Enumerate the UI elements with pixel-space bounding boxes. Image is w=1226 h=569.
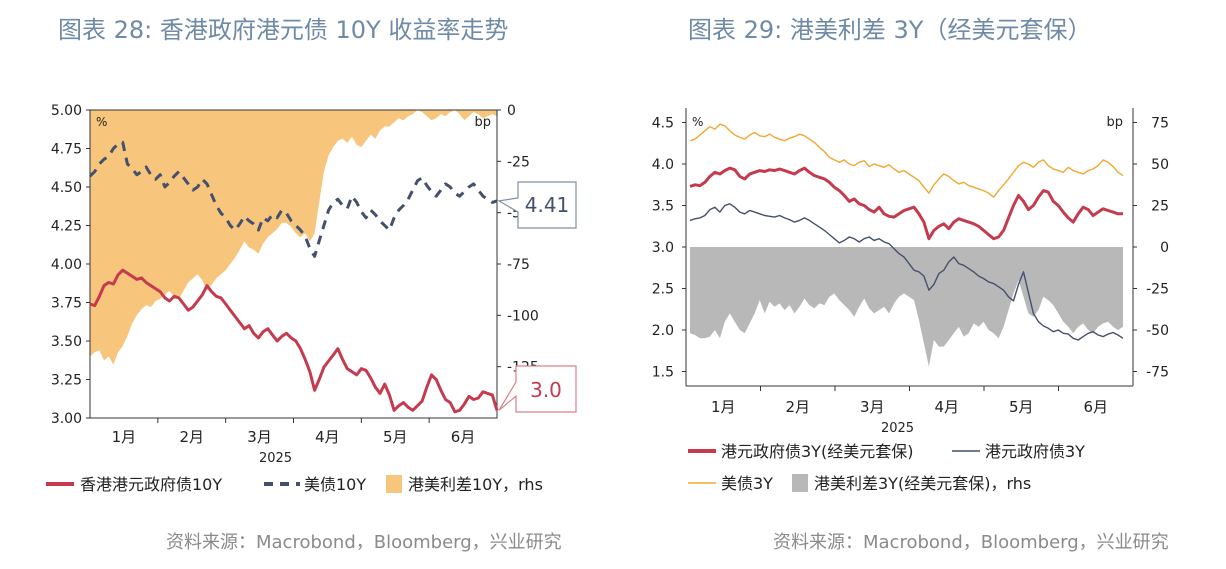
chart-title-right: 图表 29: 港美利差 3Y（经美元套保） — [688, 16, 1092, 44]
legend-label: 香港港元政府债10Y — [80, 475, 222, 494]
y-right-tick-label: -50 — [1146, 323, 1169, 339]
y-left-tick-label: 4.25 — [51, 219, 82, 235]
left-chart-lines — [88, 140, 499, 414]
callout-hk10y-box — [498, 365, 577, 413]
x-tick-label: 2月 — [179, 428, 204, 446]
series-line-1 — [88, 140, 498, 258]
source-note-right: 资料来源：Macrobond，Bloomberg，兴业研究 — [773, 532, 1169, 553]
y-left-tick-label: 3.75 — [51, 296, 82, 312]
y-left-tick-label: 3.00 — [51, 411, 82, 427]
x-tick-label: 4月 — [315, 428, 340, 446]
x-axis-year: 2025 — [259, 451, 292, 466]
y-left-unit: % — [96, 115, 107, 129]
legend-label: 港元政府债3Y — [985, 442, 1085, 461]
y-left-tick-label: 3.5 — [652, 199, 674, 215]
legend-label: 港元政府债3Y(经美元套保) — [721, 442, 913, 461]
y-right-tick-label: 25 — [1151, 199, 1169, 215]
y-left-tick-label: 5.00 — [51, 103, 82, 119]
x-axis-year: 2025 — [881, 421, 914, 436]
left-chart-legend: 香港港元政府债10Y 美债10Y 港美利差10Y，rhs — [46, 475, 543, 494]
y-right-tick-label: 0 — [1160, 240, 1169, 256]
x-tick-label: 3月 — [860, 398, 885, 416]
source-note-left: 资料来源：Macrobond，Bloomberg，兴业研究 — [166, 532, 562, 553]
y-right-tick-label: -25 — [1146, 282, 1169, 298]
y-left-tick-label: 3.50 — [51, 334, 82, 350]
series-area-2 — [90, 110, 497, 365]
series-line-0 — [689, 166, 1123, 241]
y-left-tick-label: 2.0 — [652, 323, 674, 339]
x-tick-label: 3月 — [247, 428, 272, 446]
legend-label: 港美利差3Y(经美元套保)，rhs — [814, 474, 1031, 493]
y-left-tick-label: 4.50 — [51, 180, 82, 196]
series-line-2 — [689, 123, 1124, 198]
left-chart-annotations: 4.41 3.0 — [497, 181, 577, 413]
series-line-1 — [689, 203, 1124, 341]
legend-label: 港美利差10Y，rhs — [408, 475, 543, 494]
series-area-3 — [690, 247, 1123, 367]
y-right-tick-label: -75 — [1146, 365, 1169, 381]
y-right-tick-label: 0 — [507, 103, 516, 119]
y-left-tick-label: 4.00 — [51, 257, 82, 273]
series-line-0 — [89, 268, 499, 414]
callout-us10y-box — [497, 181, 577, 229]
y-right-tick-label: 75 — [1151, 116, 1169, 132]
x-tick-label: 2月 — [785, 398, 810, 416]
spread10-area — [90, 110, 497, 365]
legend-label: 美债3Y — [721, 474, 773, 493]
chart-title-left: 图表 28: 香港政府港元债 10Y 收益率走势 — [58, 16, 509, 44]
y-right-tick-label: -25 — [507, 154, 530, 170]
callout-hk10y-label: 3.0 — [530, 378, 562, 402]
callout-us10y-label: 4.41 — [525, 193, 570, 217]
y-right-unit: bp — [1106, 115, 1123, 130]
y-right-tick-label: 50 — [1151, 157, 1169, 173]
y-left-tick-label: 4.75 — [51, 142, 82, 158]
y-left-tick-label: 3.0 — [652, 240, 674, 256]
y-right-tick-label: -75 — [507, 257, 530, 273]
x-tick-label: 6月 — [451, 428, 476, 446]
spread3-area — [690, 247, 1123, 367]
legend-swatch-spread10y — [386, 475, 402, 493]
legend-label: 美债10Y — [304, 475, 366, 494]
y-left-tick-label: 3.25 — [51, 373, 82, 389]
y-left-tick-label: 4.0 — [652, 157, 674, 173]
x-tick-label: 6月 — [1083, 398, 1108, 416]
y-right-tick-label: -100 — [507, 308, 539, 324]
y-right-unit: bp — [474, 115, 491, 130]
legend-swatch-spread3y — [792, 474, 808, 492]
left-chart-axes: 5.00 4.75 4.50 4.25 4.00 3.75 3.50 3.25 3.00 0 -25… — [51, 103, 539, 466]
x-tick-label: 1月 — [711, 398, 736, 416]
right-chart-lines — [689, 123, 1124, 341]
y-left-unit: % — [692, 115, 703, 129]
x-tick-label: 5月 — [383, 428, 408, 446]
right-chart-legend: 港元政府债3Y(经美元套保) 港元政府债3Y 美债3Y 港美利差3Y(经美元套保)，r… — [688, 442, 1085, 493]
x-tick-label: 5月 — [1009, 398, 1034, 416]
y-left-tick-label: 1.5 — [652, 365, 674, 381]
right-chart-axes: 4.5 4.0 3.5 3.0 2.5 2.0 1.5 75 50 25 0 -25 -50 -75% bp… — [652, 108, 1169, 436]
x-tick-label: 4月 — [934, 398, 959, 416]
x-tick-label: 1月 — [112, 428, 137, 446]
y-left-tick-label: 4.5 — [652, 116, 674, 132]
y-left-tick-label: 2.5 — [652, 282, 674, 298]
